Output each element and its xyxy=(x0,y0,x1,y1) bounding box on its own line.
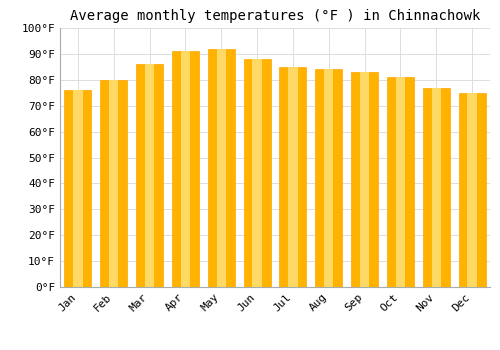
Title: Average monthly temperatures (°F ) in Chinnachowk: Average monthly temperatures (°F ) in Ch… xyxy=(70,9,480,23)
Bar xyxy=(172,51,199,287)
Bar xyxy=(252,59,262,287)
Bar xyxy=(100,80,127,287)
Bar xyxy=(64,90,92,287)
Bar xyxy=(468,93,477,287)
Bar xyxy=(324,69,334,287)
Bar xyxy=(351,72,378,287)
Bar xyxy=(396,77,405,287)
Bar xyxy=(432,88,441,287)
Bar xyxy=(145,64,154,287)
Bar xyxy=(360,72,370,287)
Bar xyxy=(288,67,298,287)
Bar xyxy=(316,69,342,287)
Bar xyxy=(216,49,226,287)
Bar xyxy=(208,49,234,287)
Bar xyxy=(458,93,485,287)
Bar xyxy=(280,67,306,287)
Bar xyxy=(73,90,83,287)
Bar xyxy=(109,80,118,287)
Bar xyxy=(387,77,414,287)
Bar xyxy=(423,88,450,287)
Bar xyxy=(136,64,163,287)
Bar xyxy=(180,51,190,287)
Bar xyxy=(244,59,270,287)
